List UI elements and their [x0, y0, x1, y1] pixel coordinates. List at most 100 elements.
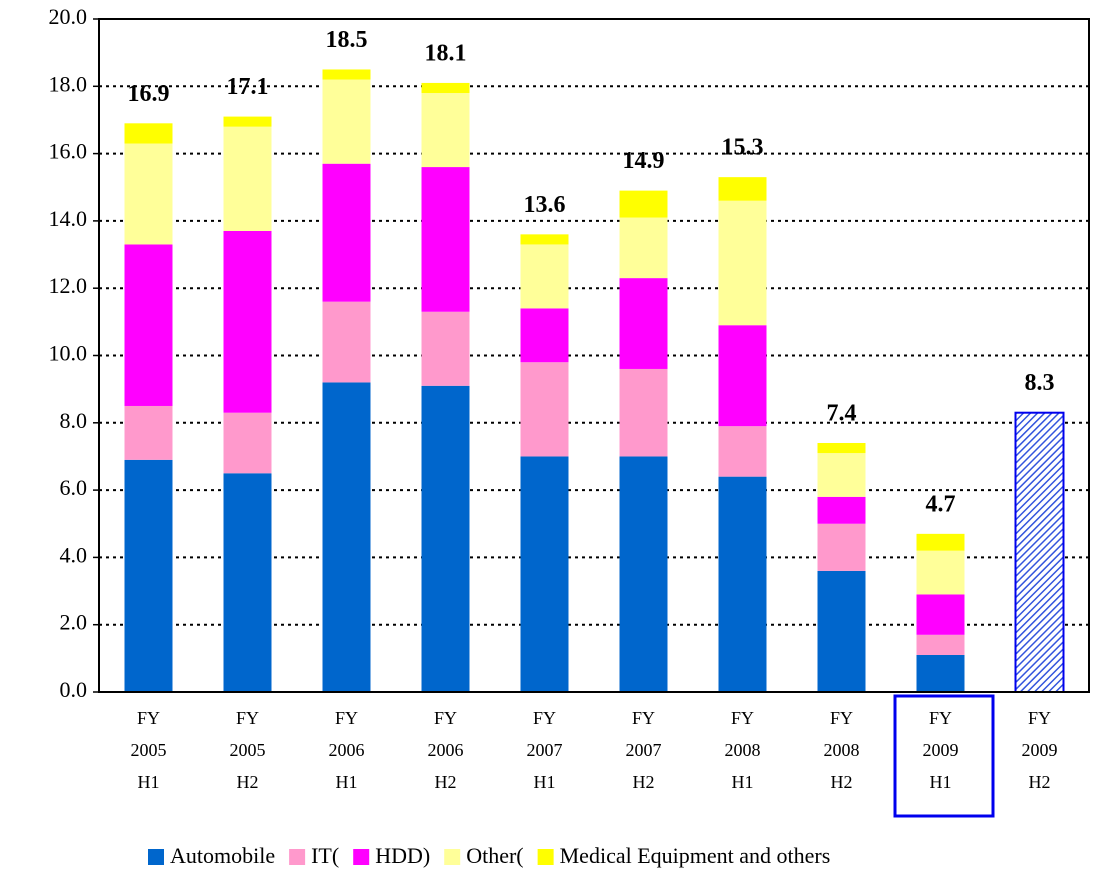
x-tick-line: H2: [633, 772, 655, 792]
legend-label: Other(: [466, 843, 523, 868]
bar-segment: [520, 244, 569, 309]
x-tick-line: H2: [831, 772, 853, 792]
bar-segment: [421, 311, 470, 386]
x-tick-line: H1: [930, 772, 952, 792]
bar-segment: [322, 382, 371, 692]
bar-segment: [124, 405, 173, 460]
bar-segment: [817, 523, 866, 571]
bar-segment: [619, 278, 668, 369]
bar-segment: [322, 163, 371, 302]
bar-segment: [520, 308, 569, 363]
y-tick-label: 20.0: [49, 4, 88, 29]
plot-frame: [98, 18, 1090, 693]
x-tick-line: H2: [237, 772, 259, 792]
x-tick-line: 2005: [131, 740, 167, 760]
x-tick-label: FY 2005 H2: [230, 708, 266, 792]
x-tick-line: FY: [434, 708, 457, 728]
y-tick-label: 6.0: [60, 475, 88, 500]
total-label: 18.1: [425, 40, 467, 66]
x-tick-line: FY: [929, 708, 952, 728]
bar-segment: [718, 325, 767, 427]
bar-segment: [223, 473, 272, 692]
bar-segment: [520, 362, 569, 457]
total-label: 8.3: [1025, 370, 1055, 396]
bar-segment: [322, 69, 371, 80]
x-tick-label: FY 2009 H1: [923, 708, 959, 792]
y-tick-label: 8.0: [60, 408, 88, 433]
x-tick-line: H1: [138, 772, 160, 792]
x-tick-line: FY: [830, 708, 853, 728]
bar-segment: [421, 93, 470, 168]
x-tick-label: FY 2007 H2: [626, 708, 662, 792]
x-tick-label: FY 2009 H2: [1022, 708, 1058, 792]
bar-segment: [322, 301, 371, 383]
x-tick-line: 2007: [626, 740, 662, 760]
legend-swatch: [537, 849, 554, 865]
bar-segment: [322, 79, 371, 164]
bar-segment: [718, 476, 767, 692]
legend-label: HDD): [375, 843, 430, 868]
bar-segment: [619, 217, 668, 279]
bar-segment: [817, 496, 866, 524]
x-tick-line: 2006: [428, 740, 464, 760]
y-tick-label: 0.0: [60, 677, 88, 702]
legend-swatch: [353, 849, 370, 865]
x-tick-label: FY 2006 H2: [428, 708, 464, 792]
total-label: 15.3: [722, 135, 764, 161]
bar-segment: [619, 456, 668, 692]
x-tick-line: FY: [731, 708, 754, 728]
bar-segment: [124, 123, 173, 144]
x-tick-line: H2: [435, 772, 457, 792]
bar-segment: [916, 533, 965, 551]
x-tick-line: H1: [534, 772, 556, 792]
x-tick-line: FY: [335, 708, 358, 728]
y-tick-label: 4.0: [60, 542, 88, 567]
y-tick-label: 16.0: [49, 139, 88, 164]
bar-segment: [916, 594, 965, 635]
x-tick-line: FY: [533, 708, 556, 728]
x-tick-line: 2008: [824, 740, 860, 760]
y-tick-label: 18.0: [49, 71, 88, 96]
x-tick-line: FY: [632, 708, 655, 728]
legend-swatch: [444, 849, 461, 865]
bar-segment: [916, 550, 965, 595]
bar-segment: [223, 230, 272, 413]
bar-segment: [421, 82, 470, 94]
total-label: 17.1: [227, 74, 269, 100]
x-tick-line: 2006: [329, 740, 365, 760]
bar-segment: [718, 200, 767, 326]
forecast-bar: [1014, 411, 1065, 693]
bar-segment: [817, 453, 866, 497]
x-tick-label: FY 2007 H1: [527, 708, 563, 792]
bar-segment: [520, 234, 569, 245]
bar-segment: [619, 368, 668, 457]
bar-segment: [223, 412, 272, 474]
x-tick-line: 2008: [725, 740, 761, 760]
x-tick-line: 2009: [923, 740, 959, 760]
bar-segment: [223, 116, 272, 127]
bar-segment: [916, 654, 965, 692]
bar-segment: [619, 190, 668, 218]
x-tick-line: 2007: [527, 740, 563, 760]
bar-segment: [124, 143, 173, 245]
y-tick-label: 2.0: [60, 610, 88, 635]
legend-label: Medical Equipment and others: [560, 843, 831, 868]
bar-segment: [718, 177, 767, 201]
total-label: 16.9: [128, 81, 170, 107]
x-tick-line: 2009: [1022, 740, 1058, 760]
bar-segment: [817, 570, 866, 692]
legend-swatch: [148, 849, 164, 865]
x-tick-line: FY: [137, 708, 160, 728]
total-label: 7.4: [827, 400, 857, 426]
legend-swatch: [289, 849, 306, 865]
bar-segment: [223, 126, 272, 231]
x-tick-line: FY: [1028, 708, 1051, 728]
bar-segment: [718, 426, 767, 477]
bar-segment: [817, 442, 866, 454]
x-tick-label: FY 2008 H2: [824, 708, 860, 792]
y-tick-label: 14.0: [49, 206, 88, 231]
x-tick-label: FY 2005 H1: [131, 708, 167, 792]
y-tick-label: 10.0: [49, 341, 88, 366]
total-label: 4.7: [926, 491, 956, 517]
